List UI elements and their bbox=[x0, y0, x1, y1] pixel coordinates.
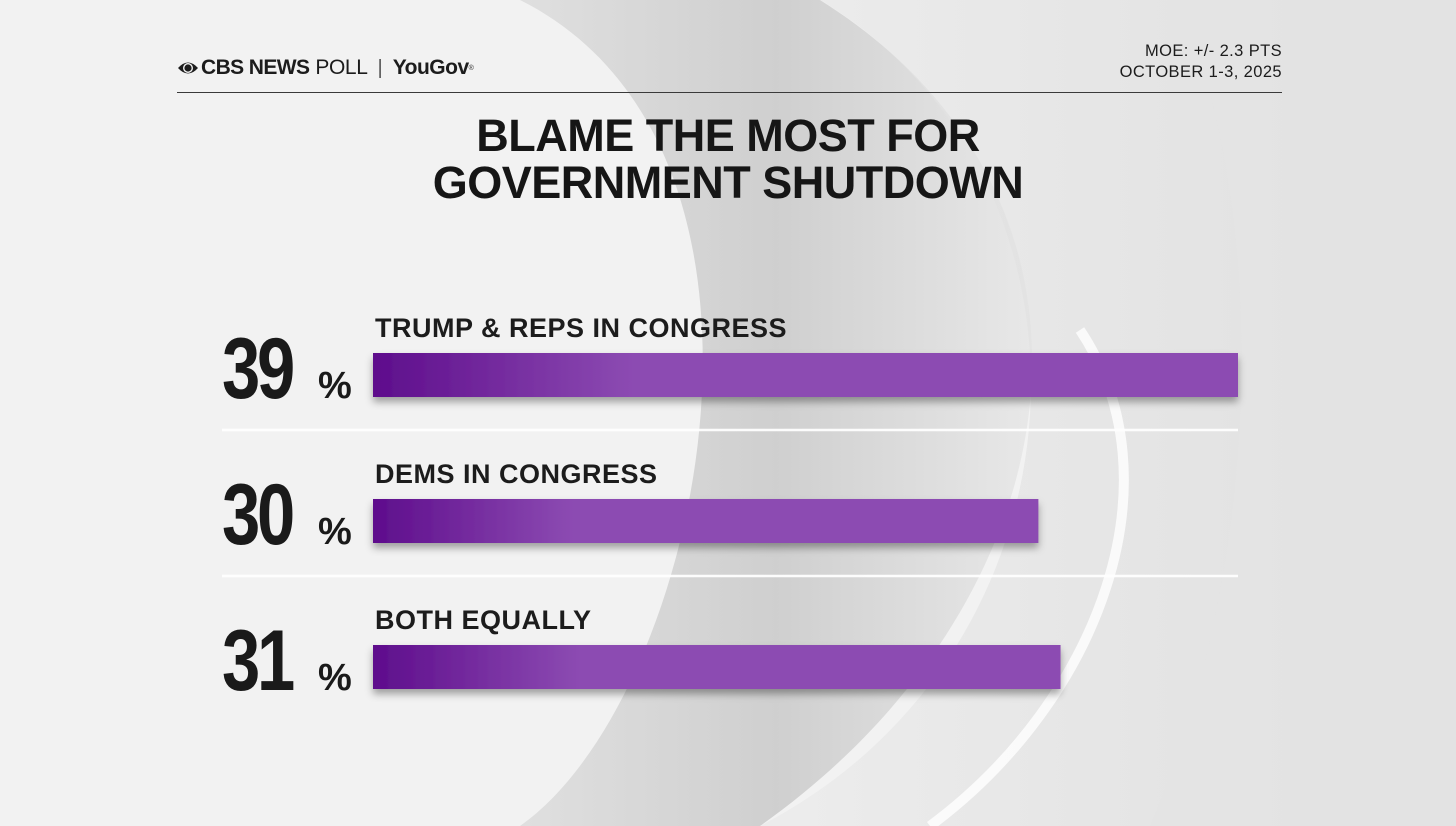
brand-cbs-news: CBS NEWS bbox=[201, 56, 310, 79]
cbs-eye-icon bbox=[178, 62, 198, 74]
bar-row: TRUMP & REPS IN CONGRESS 39% bbox=[222, 313, 1238, 417]
bar bbox=[373, 353, 1238, 397]
margin-of-error: MOE: +/- 2.3 PTS bbox=[1144, 42, 1282, 60]
brand-yougov: YouGov bbox=[392, 56, 469, 79]
category-label: BOTH EQUALLY bbox=[375, 605, 592, 635]
poll-meta: MOE: +/- 2.3 PTS OCTOBER 1-3, 2025 bbox=[1120, 41, 1282, 83]
bar-row: BOTH EQUALLY 31% bbox=[222, 605, 1061, 709]
poll-dates: OCTOBER 1-3, 2025 bbox=[1119, 63, 1282, 81]
bar-row: DEMS IN CONGRESS 30% bbox=[222, 459, 1039, 563]
brand-poll: POLL bbox=[315, 56, 368, 79]
value-label: 30 bbox=[222, 467, 293, 563]
category-label: TRUMP & REPS IN CONGRESS bbox=[375, 313, 787, 343]
percent-sign: % bbox=[318, 657, 352, 699]
chart-title-line-2: GOVERNMENT SHUTDOWN bbox=[432, 157, 1024, 208]
bar bbox=[373, 645, 1061, 689]
category-label: DEMS IN CONGRESS bbox=[375, 459, 658, 489]
value-label: 39 bbox=[222, 321, 293, 417]
registered-mark: ® bbox=[468, 64, 474, 72]
chart-title: BLAME THE MOST FOR GOVERNMENT SHUTDOWN bbox=[0, 112, 1456, 206]
bar bbox=[373, 499, 1039, 543]
percent-sign: % bbox=[318, 511, 352, 553]
header-bar: CBS NEWS POLL | YouGov ® MOE: +/- 2.3 PT… bbox=[177, 42, 1282, 93]
brand-separator: | bbox=[377, 56, 383, 79]
chart-title-line-1: BLAME THE MOST FOR bbox=[476, 110, 980, 161]
percent-sign: % bbox=[318, 365, 352, 407]
brand-logo: CBS NEWS POLL | YouGov ® bbox=[177, 56, 474, 80]
value-label: 31 bbox=[222, 613, 294, 709]
